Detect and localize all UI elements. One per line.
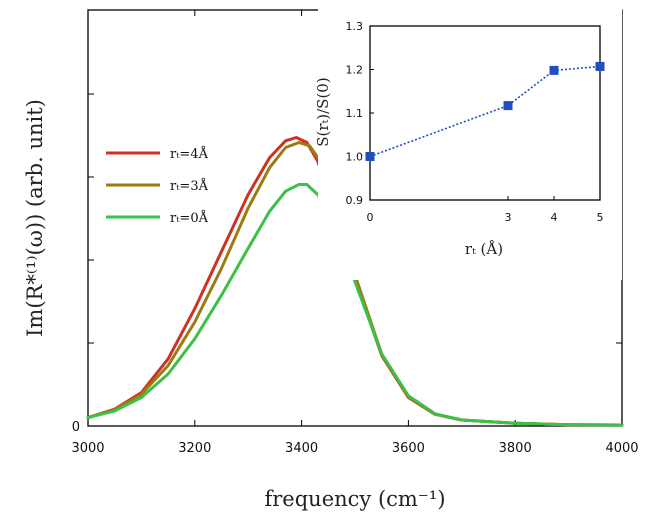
inset-x-tick-labels: 0 3 4 5 [367, 211, 604, 224]
inset-series [365, 61, 605, 161]
inset-y-axis-label: S(rₜ)/S(0) [314, 77, 332, 146]
inset-y-tick-label: 1.0 [346, 151, 364, 164]
main-plot: 3000 3200 3400 3600 3800 4000 0 rₜ=4Årₜ=3Årₜ=… [23, 9, 639, 511]
main-x-tick-label: 3600 [392, 441, 425, 456]
inset-y-tick-label: 1.1 [346, 107, 364, 120]
legend-label: rₜ=4Å [170, 146, 209, 162]
inset-x-tick-label: 5 [597, 211, 604, 224]
main-x-tick-label: 3800 [499, 441, 532, 456]
inset-data-point [365, 152, 375, 161]
inset-x-tick-label: 3 [505, 211, 512, 224]
inset-x-tick-label: 4 [551, 211, 558, 224]
inset-y-tick-label: 0.9 [346, 194, 364, 207]
inset-data-point [503, 101, 513, 111]
main-y-axis-label: Im(R*⁽¹⁾(ω)) (arb. unit) [23, 99, 47, 337]
inset-data-point [595, 61, 605, 71]
inset-x-ticks [369, 196, 601, 200]
main-x-tick-label: 3400 [285, 441, 318, 456]
main-y-tick-labels: 0 [72, 420, 80, 435]
main-y-tick-label: 0 [72, 420, 80, 435]
legend: rₜ=4Å rₜ=3Å rₜ=0Å [106, 146, 209, 226]
inset-x-axis-label: rₜ (Å) [465, 240, 503, 258]
main-x-axis-label: frequency (cm⁻¹) [264, 487, 445, 511]
main-x-tick-labels: 3000 3200 3400 3600 3800 4000 [71, 441, 638, 456]
inset-x-tick-label: 0 [367, 211, 374, 224]
main-x-tick-label: 4000 [605, 441, 638, 456]
inset-data-point [549, 65, 559, 75]
inset-y-tick-label: 1.3 [346, 20, 364, 33]
series-line-2 [86, 183, 624, 427]
main-series-lines [86, 136, 624, 427]
legend-label: rₜ=0Å [170, 210, 209, 226]
inset-plot: 0 3 4 5 0.9 1.0 1.1 1.2 1.3 rₜ (Å) S(rₜ)/S(0) [314, 8, 622, 280]
inset-y-tick-labels: 0.9 1.0 1.1 1.2 1.3 [346, 20, 364, 207]
main-x-tick-label: 3200 [178, 441, 211, 456]
inset-y-tick-label: 1.2 [346, 64, 364, 77]
main-x-tick-label: 3000 [71, 441, 104, 456]
legend-label: rₜ=3Å [170, 178, 209, 194]
inset-background [318, 8, 622, 280]
inset-series-line [369, 65, 601, 158]
